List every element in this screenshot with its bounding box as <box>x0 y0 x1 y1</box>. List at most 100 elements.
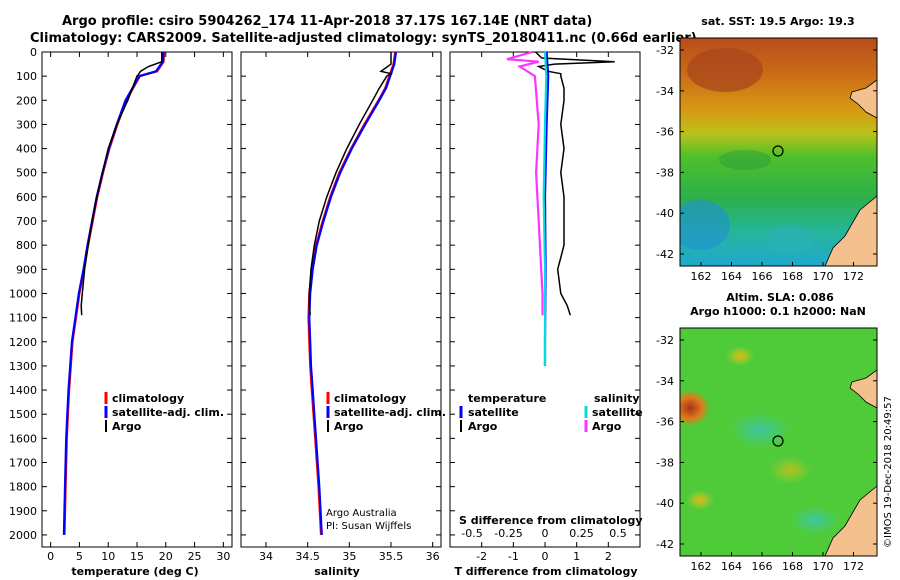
lat-tick-label: -40 <box>656 207 674 220</box>
depth-tick-label: 200 <box>16 94 37 107</box>
series-line-s-argo <box>506 50 544 316</box>
annotation-pi: PI: Susan Wijffels <box>326 521 411 532</box>
lon-tick-label: 170 <box>813 560 834 573</box>
sst-map-ticks: -32 -34 -36 -38 -40 -42 162 164 166 168 170 172 <box>656 44 877 283</box>
series-line-argo <box>308 52 394 316</box>
lat-tick-label: -38 <box>656 456 674 469</box>
sst-warm-patch <box>687 48 763 92</box>
depth-tick-label: 600 <box>16 191 37 204</box>
x-tick-label: 15 <box>130 550 144 563</box>
depth-tick-label: 100 <box>16 70 37 83</box>
depth-tick-label: 1300 <box>9 360 37 373</box>
depth-tick-label: 800 <box>16 239 37 252</box>
x-tick-label: 2 <box>605 550 612 563</box>
lat-tick-label: -36 <box>656 416 674 429</box>
x-tick-label: 1 <box>573 550 580 563</box>
sst-cool-patch <box>680 200 730 250</box>
sst-float-marker <box>772 145 784 157</box>
series-line-t-argo <box>534 51 615 316</box>
x-tick-label: 35.5 <box>379 550 404 563</box>
x-tick-label: -2 <box>476 550 487 563</box>
series-line-satellite-adj-clim- <box>308 51 398 535</box>
legend-label-satellite-adj: satellite-adj. clim. <box>334 406 446 419</box>
legend-label-t-satellite: satellite <box>468 406 519 419</box>
s-tick-label: 0.5 <box>609 527 627 540</box>
sla-map-title: Altim. SLA: 0.086 <box>726 291 834 304</box>
lon-tick-label: 164 <box>721 560 742 573</box>
lon-tick-label: 164 <box>721 270 742 283</box>
sla-yellow-patch <box>768 456 812 484</box>
series-line-climatology <box>307 51 397 535</box>
salinity-legend: climatology satellite-adj. clim. Argo Ar… <box>326 392 446 532</box>
depth-tick-label: 1500 <box>9 408 37 421</box>
depth-tick-label: 1200 <box>9 336 37 349</box>
lat-tick-label: -40 <box>656 497 674 510</box>
x-tick-label: 34.5 <box>295 550 320 563</box>
lat-tick-label: -38 <box>656 166 674 179</box>
sst-map-frame <box>679 37 878 267</box>
legend-label-climatology: climatology <box>112 392 184 405</box>
lat-tick-label: -42 <box>656 538 674 551</box>
depth-tick-label: 900 <box>16 263 37 276</box>
x-tick-label: 30 <box>216 550 230 563</box>
new-zealand-north-land <box>849 369 877 409</box>
temperature-axis-label: temperature (deg C) <box>71 565 198 578</box>
s-difference-label: S difference from climatology <box>459 514 643 527</box>
legend-label-s-argo: Argo <box>592 420 622 433</box>
lon-tick-label: 172 <box>843 560 864 573</box>
x-tick-label: 36 <box>426 550 440 563</box>
sla-map-frame <box>679 327 878 557</box>
difference-legend: temperature salinity satellite Argo sate… <box>459 392 643 527</box>
series-line-s-satellite <box>542 51 548 366</box>
depth-tick-label: 500 <box>16 167 37 180</box>
sla-cyan-patch <box>791 506 839 534</box>
x-tick-label: 10 <box>101 550 115 563</box>
temperature-panel: 0 5 10 15 20 25 30 <box>41 51 233 563</box>
depth-tick-label: 1100 <box>9 312 37 325</box>
lon-tick-label: 168 <box>782 270 803 283</box>
depth-tick-label: 0 <box>30 46 37 59</box>
difference-panel: -2 -1 0 1 2 -0.5 -0.25 0 0.25 0.5 <box>449 50 641 563</box>
figure-title-line2: Climatology: CARS2009. Satellite-adjuste… <box>30 31 697 46</box>
sla-yellow-patch <box>726 346 754 366</box>
x-tick-label: 0 <box>47 550 54 563</box>
temperature-legend: climatology satellite-adj. clim. Argo <box>104 392 224 433</box>
series-line-satellite-adj-clim- <box>62 51 165 535</box>
lon-tick-label: 162 <box>691 270 712 283</box>
lon-tick-label: 170 <box>813 270 834 283</box>
lat-tick-label: -32 <box>656 44 674 57</box>
lon-tick-label: 166 <box>752 560 773 573</box>
legend-label-argo: Argo <box>112 420 142 433</box>
sla-cyan-patch <box>730 412 790 448</box>
s-tick-label: 0 <box>542 527 549 540</box>
plot-frame <box>240 51 442 548</box>
sst-green-patch <box>719 150 771 170</box>
s-tick-label: -0.5 <box>461 527 482 540</box>
x-tick-label: 35 <box>342 550 356 563</box>
depth-axis: 0 100 200 300 400 500 600 700 800 900 1000 1100 1200… <box>9 46 37 542</box>
legend-label-s-satellite: satellite <box>592 406 643 419</box>
difference-axis-label: T difference from climatology <box>454 565 637 578</box>
imos-credit: ©IMOS 19-Dec-2018 20:49:57 <box>883 396 894 548</box>
depth-tick-label: 400 <box>16 143 37 156</box>
series-line-argo <box>80 52 163 316</box>
legend-header-temperature: temperature <box>468 392 546 405</box>
s-tick-label: -0.25 <box>494 527 522 540</box>
lat-tick-label: -36 <box>656 126 674 139</box>
legend-label-t-argo: Argo <box>468 420 498 433</box>
new-zealand-land <box>824 195 877 266</box>
x-tick-label: 0 <box>542 550 549 563</box>
sla-yellow-patch <box>686 490 714 510</box>
x-tick-label: 20 <box>159 550 173 563</box>
depth-tick-label: 1400 <box>9 384 37 397</box>
lat-tick-label: -34 <box>656 375 674 388</box>
x-tick-label: 5 <box>76 550 83 563</box>
figure-title-line1: Argo profile: csiro 5904262_174 11-Apr-2… <box>62 14 592 29</box>
depth-tick-label: 1900 <box>9 505 37 518</box>
plot-frame <box>41 51 233 548</box>
sla-high-anomaly <box>680 390 710 426</box>
depth-tick-label: 2000 <box>9 529 37 542</box>
sla-map: Altim. SLA: 0.086 Argo h1000: 0.1 h2000:… <box>656 291 878 573</box>
depth-tick-label: 300 <box>16 118 37 131</box>
